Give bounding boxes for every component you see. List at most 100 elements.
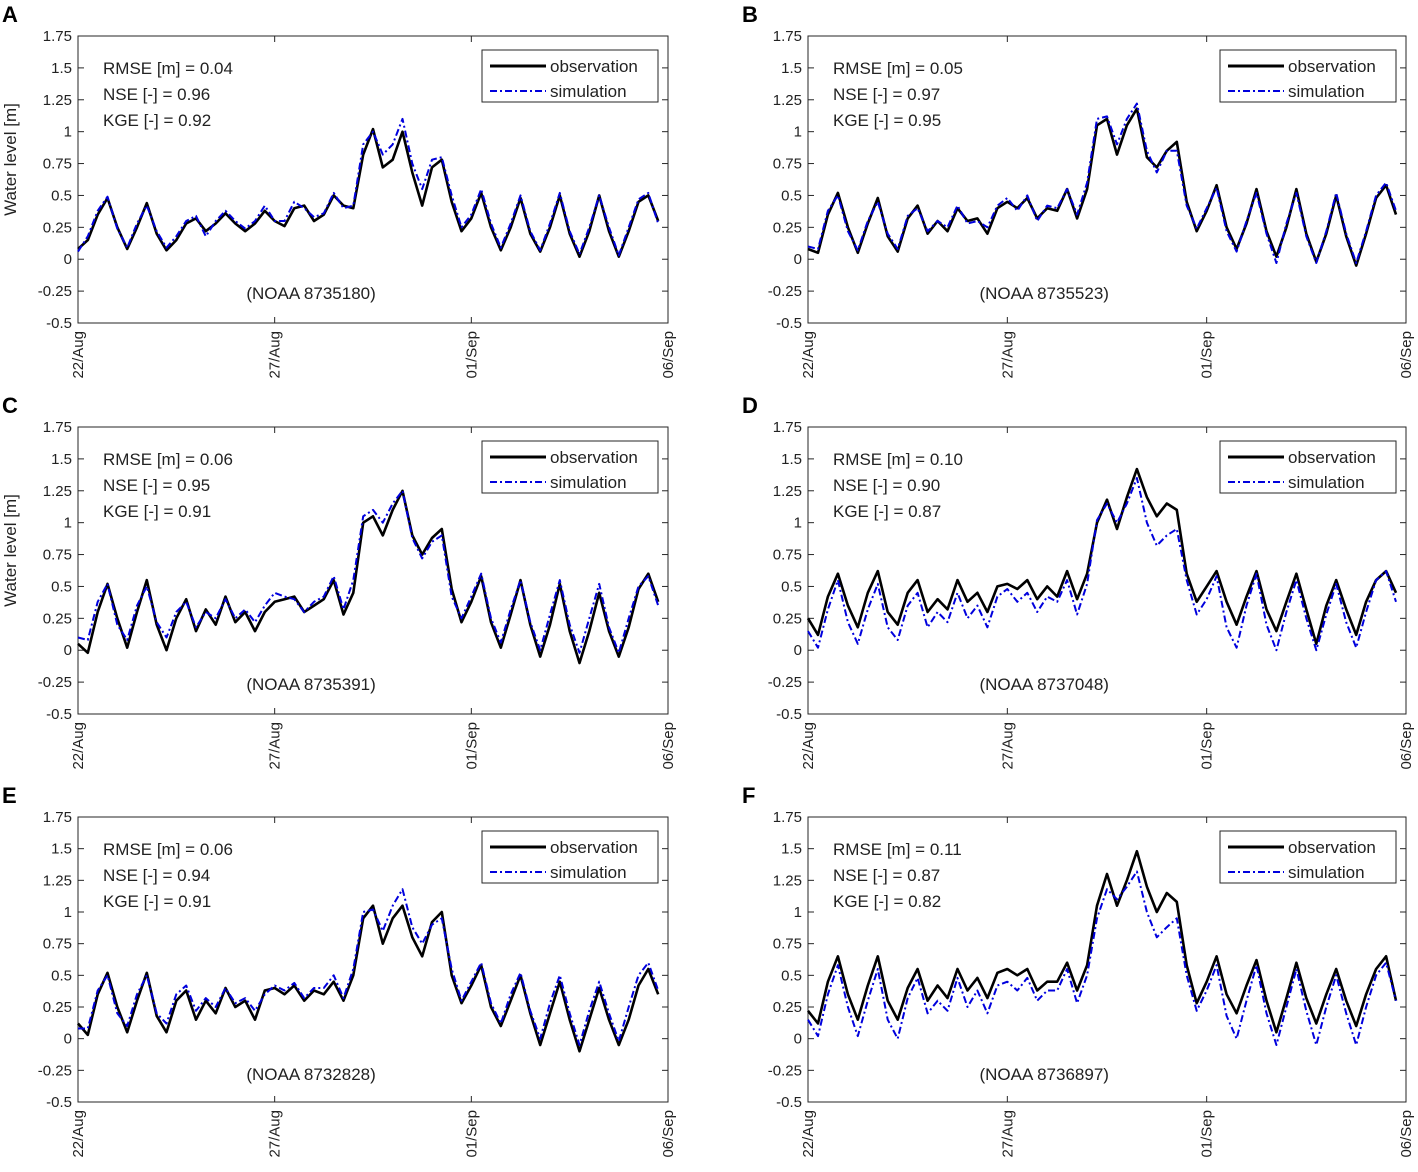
legend-entry-simulation: simulation bbox=[550, 473, 627, 492]
y-tick-label: -0.5 bbox=[776, 315, 802, 332]
panel-d: D 1.75 1.5 1.25 1 0.75 0.5 0.25 0 -0.25 -0.522/Aug… bbox=[742, 393, 1415, 770]
y-tick-label: -0.5 bbox=[776, 706, 802, 723]
stat-label: NSE [-] = 0.95 bbox=[103, 476, 210, 495]
legend-entry-observation: observation bbox=[1288, 838, 1376, 857]
y-tick-label: 1 bbox=[794, 124, 802, 141]
series-line-simulation bbox=[807, 102, 1397, 264]
station-label: (NOAA 8736897) bbox=[979, 1065, 1108, 1084]
x-tick-label: 22/Aug bbox=[800, 331, 817, 379]
legend-box bbox=[481, 440, 659, 494]
panel-letter: E bbox=[2, 783, 17, 808]
stat-label: KGE [-] = 0.92 bbox=[103, 111, 211, 130]
y-tick-label: 0 bbox=[794, 251, 802, 268]
y-tick-label: -0.5 bbox=[46, 315, 72, 332]
stat-label: RMSE [m] = 0.04 bbox=[103, 59, 233, 78]
y-tick-label: 0.75 bbox=[43, 547, 72, 564]
legend: observation simulation bbox=[1219, 440, 1397, 494]
y-tick-label: 0 bbox=[64, 251, 72, 268]
stat-label: NSE [-] = 0.96 bbox=[103, 85, 210, 104]
y-tick-label: 0.5 bbox=[781, 578, 802, 595]
x-tick-label: 06/Sep bbox=[660, 331, 677, 379]
stat-label: KGE [-] = 0.91 bbox=[103, 892, 211, 911]
y-tick-label: 1 bbox=[794, 515, 802, 532]
y-tick-label: 1.75 bbox=[773, 419, 802, 436]
series-line-simulation bbox=[77, 117, 660, 257]
y-tick-label: 0.75 bbox=[43, 156, 72, 173]
y-tick-label: -0.25 bbox=[768, 1062, 802, 1079]
y-tick-label: 1.25 bbox=[43, 92, 72, 109]
x-tick-label: 22/Aug bbox=[800, 722, 817, 770]
legend-entry-observation: observation bbox=[1288, 57, 1376, 76]
legend-entry-observation: observation bbox=[550, 838, 638, 857]
station-label: (NOAA 8732828) bbox=[246, 1065, 375, 1084]
panel-e: E 1.75 1.5 1.25 1 0.75 0.5 0.25 0 -0.25 -0.522/Aug… bbox=[2, 783, 677, 1158]
y-tick-label: 0.25 bbox=[773, 610, 802, 627]
legend: observation simulation bbox=[1219, 830, 1397, 884]
y-tick-label: 0 bbox=[64, 642, 72, 659]
y-tick-label: 1.5 bbox=[781, 60, 802, 77]
x-tick-label: 22/Aug bbox=[70, 331, 87, 379]
x-tick-label: 06/Sep bbox=[660, 722, 677, 770]
y-tick-label: 1.5 bbox=[781, 841, 802, 858]
legend: observation simulation bbox=[481, 830, 659, 884]
x-tick-label: 27/Aug bbox=[267, 722, 284, 770]
stat-label: RMSE [m] = 0.06 bbox=[103, 840, 233, 859]
x-tick-label: 01/Sep bbox=[463, 331, 480, 379]
y-tick-label: -0.5 bbox=[46, 1094, 72, 1111]
stat-label: RMSE [m] = 0.05 bbox=[833, 59, 963, 78]
legend-entry-observation: observation bbox=[1288, 448, 1376, 467]
y-tick-label: 1.25 bbox=[43, 872, 72, 889]
panel-b: B 1.75 1.5 1.25 1 0.75 0.5 0.25 0 -0.25 -0.522/Aug… bbox=[742, 2, 1415, 379]
y-tick-label: 1.75 bbox=[43, 28, 72, 45]
series-line-simulation bbox=[78, 888, 660, 1046]
station-label: (NOAA 8737048) bbox=[979, 675, 1108, 694]
stat-label: NSE [-] = 0.94 bbox=[103, 866, 210, 885]
y-tick-label: 1.25 bbox=[43, 483, 72, 500]
stat-label: KGE [-] = 0.82 bbox=[833, 892, 941, 911]
y-tick-label: 1.25 bbox=[773, 872, 802, 889]
legend-entry-simulation: simulation bbox=[550, 863, 627, 882]
panel-letter: C bbox=[2, 393, 18, 418]
y-tick-label: 1.5 bbox=[51, 841, 72, 858]
y-axis-label: Water level [m] bbox=[1, 494, 20, 607]
y-tick-label: 1.5 bbox=[51, 60, 72, 77]
y-tick-label: 0.5 bbox=[781, 187, 802, 204]
y-tick-label: 1 bbox=[64, 124, 72, 141]
x-tick-label: 06/Sep bbox=[1398, 331, 1415, 379]
y-tick-label: 0.25 bbox=[773, 219, 802, 236]
y-tick-label: 1 bbox=[794, 904, 802, 921]
y-tick-label: -0.25 bbox=[768, 674, 802, 691]
legend-box bbox=[481, 830, 659, 884]
y-tick-label: 0 bbox=[794, 1031, 802, 1048]
y-tick-label: 1.25 bbox=[773, 483, 802, 500]
stat-label: KGE [-] = 0.95 bbox=[833, 111, 941, 130]
y-tick-label: 0.25 bbox=[773, 999, 802, 1016]
x-tick-label: 22/Aug bbox=[800, 1110, 817, 1158]
y-tick-label: 1.25 bbox=[773, 92, 802, 109]
stat-label: RMSE [m] = 0.10 bbox=[833, 450, 963, 469]
x-tick-label: 01/Sep bbox=[1199, 1110, 1216, 1158]
x-tick-label: 01/Sep bbox=[463, 722, 480, 770]
x-tick-label: 27/Aug bbox=[267, 331, 284, 379]
y-tick-label: -0.25 bbox=[38, 674, 72, 691]
y-tick-label: 0.5 bbox=[51, 967, 72, 984]
x-tick-label: 01/Sep bbox=[1199, 331, 1216, 379]
y-tick-label: -0.25 bbox=[38, 283, 72, 300]
y-tick-label: 0.5 bbox=[781, 967, 802, 984]
legend-box bbox=[1219, 49, 1397, 103]
legend: observation simulation bbox=[1219, 49, 1397, 103]
panel-letter: D bbox=[742, 393, 758, 418]
y-tick-label: 0 bbox=[64, 1031, 72, 1048]
y-tick-label: -0.25 bbox=[768, 283, 802, 300]
x-tick-label: 27/Aug bbox=[999, 331, 1016, 379]
x-tick-label: 27/Aug bbox=[999, 722, 1016, 770]
legend: observation simulation bbox=[481, 440, 659, 494]
x-tick-label: 01/Sep bbox=[463, 1110, 480, 1158]
series-line-observation bbox=[77, 127, 660, 259]
y-tick-label: 1 bbox=[64, 904, 72, 921]
panel-f: F 1.75 1.5 1.25 1 0.75 0.5 0.25 0 -0.25 -0.522/Aug… bbox=[742, 783, 1415, 1158]
legend-entry-observation: observation bbox=[550, 57, 638, 76]
x-tick-label: 06/Sep bbox=[1398, 1110, 1415, 1158]
y-tick-label: 0.25 bbox=[43, 610, 72, 627]
